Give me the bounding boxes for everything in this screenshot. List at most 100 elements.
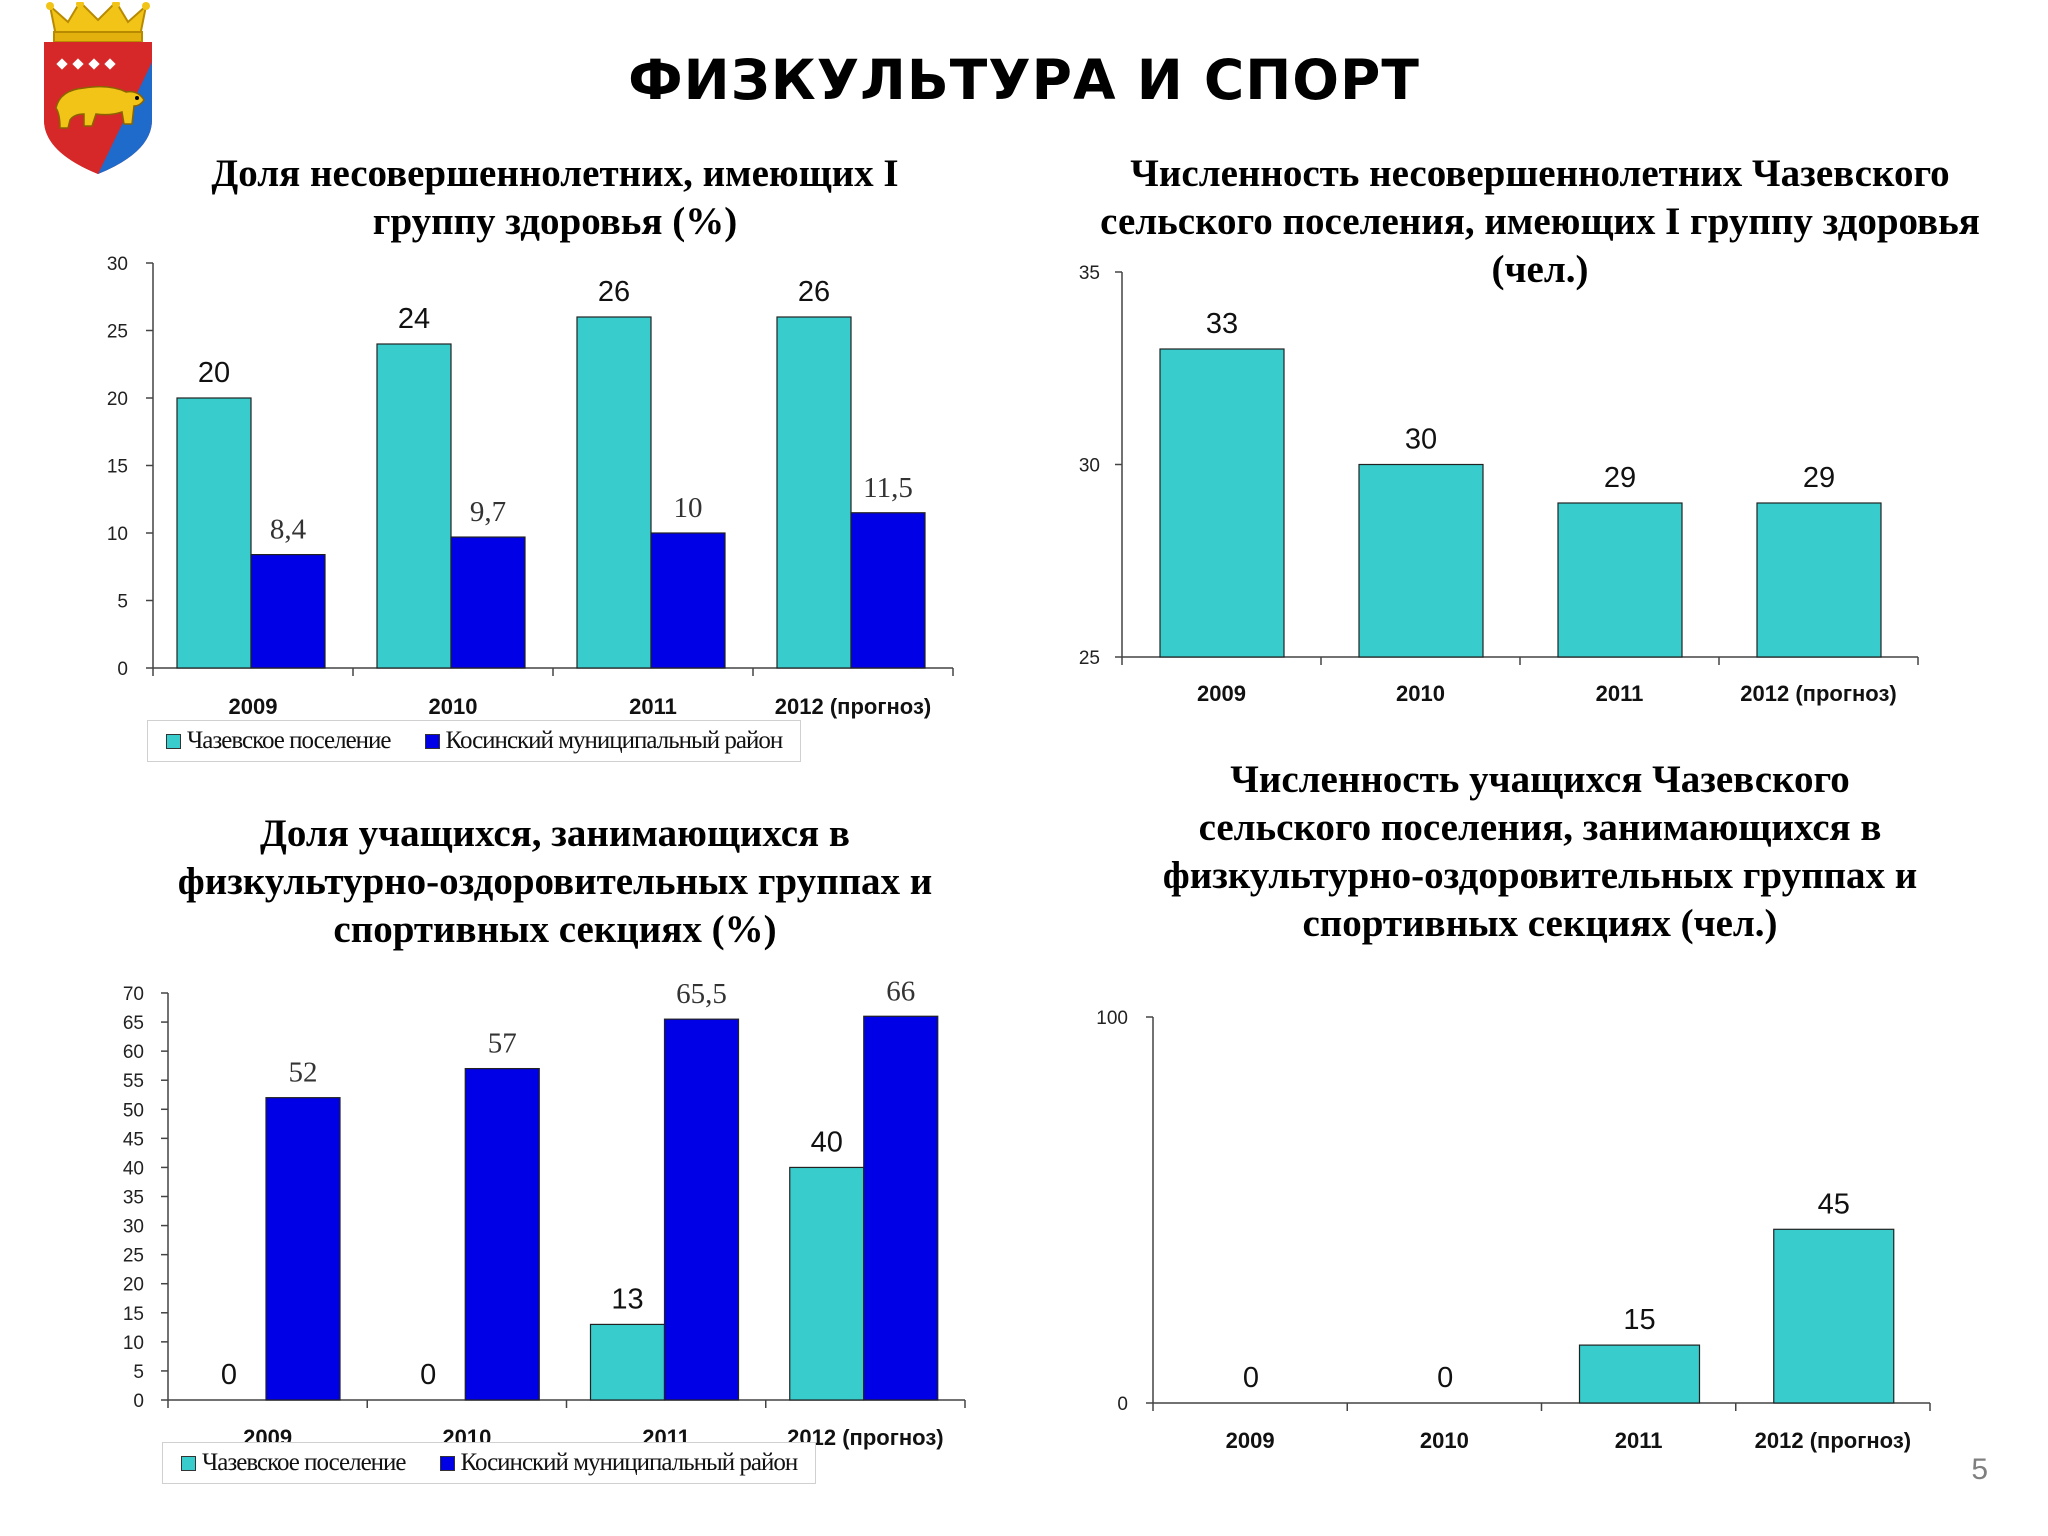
chart4-title-line: физкультурно-оздоровительных группах и: [1162, 854, 1918, 897]
chart1-y-tick-label: 5: [117, 592, 128, 613]
chart3-bar: [789, 1166, 865, 1401]
page-number: 5: [1971, 1453, 1988, 1486]
chart1-data-label: 20: [198, 357, 230, 389]
chart4-title: Численность учащихся Чазевского сельског…: [1070, 756, 2010, 948]
chart3-data-label: 13: [611, 1283, 643, 1315]
chart2-data-label: 30: [1405, 424, 1437, 456]
chart1-bar: [450, 536, 526, 669]
chart1-y-tick-label: 0: [117, 659, 128, 680]
chart4-title-line: Численность учащихся Чазевского: [1230, 758, 1850, 801]
chart4-title-line: сельского поселения, занимающихся в: [1198, 806, 1882, 849]
chart3-y-tick-label: 15: [123, 1304, 144, 1325]
chart3-data-label: 57: [488, 1028, 517, 1060]
chart3-bar: [589, 1323, 666, 1401]
chart4-x-tick-label: 2010: [1420, 1428, 1469, 1453]
chart2-title-line: Численность несовершеннолетних Чазевског…: [1130, 152, 1950, 195]
chart4-y-tick-label: 0: [1117, 1394, 1128, 1415]
chart2-x-tick-label: 2009: [1197, 681, 1246, 706]
chart1-data-label: 9,7: [470, 496, 506, 528]
chart2-x-tick-label: 2012 (прогноз): [1740, 681, 1896, 706]
chart4-x-tick-label: 2009: [1226, 1428, 1275, 1453]
chart4-data-label: 15: [1623, 1304, 1655, 1336]
chart3-data-label: 0: [420, 1359, 436, 1391]
chart2-x-tick-label: 2011: [1596, 681, 1644, 706]
chart3-y-tick-label: 45: [123, 1129, 144, 1150]
chart1-y-tick-label: 20: [107, 389, 128, 410]
chart2-x-tick-label: 2010: [1396, 681, 1445, 706]
chart2-title: Численность несовершеннолетних Чазевског…: [1070, 150, 2010, 294]
chart1-legend-item: Косинский муниципальный район: [424, 727, 784, 755]
chart1-x-tick-label: 2011: [629, 694, 677, 719]
chart4-data-label: 0: [1437, 1362, 1453, 1394]
legend-swatch-teal: [166, 733, 181, 749]
chart3-data-label: 66: [886, 975, 915, 1007]
chart3-legend-label: Чазевское поселение: [202, 1449, 407, 1476]
chart4-x-tick-label: 2012 (прогноз): [1755, 1428, 1911, 1453]
chart3-data-label: 65,5: [676, 978, 727, 1010]
chart2-y-tick-label: 25: [1079, 648, 1100, 669]
chart3-y-tick-label: 40: [123, 1158, 144, 1179]
chart1-x-tick-label: 2009: [229, 694, 278, 719]
chart3-title-line: Доля учащихся, занимающихся в: [260, 812, 850, 855]
chart2-y-tick-label: 35: [1079, 263, 1100, 284]
chart1-legend: Чазевское поселение Косинский муниципаль…: [147, 720, 802, 762]
chart3-data-label: 52: [289, 1057, 318, 1089]
chart1-data-label: 8,4: [270, 514, 307, 546]
chart4-x-tick-label: 2011: [1615, 1428, 1663, 1453]
chart2-title-line: (чел.): [1491, 248, 1589, 291]
chart3-bar: [265, 1097, 341, 1401]
chart3-title-line: физкультурно-оздоровительных группах и: [177, 860, 933, 903]
chart1-x-tick-label: 2012 (прогноз): [775, 694, 931, 719]
slide-title: ФИЗКУЛЬТУРА И СПОРТ: [628, 48, 1420, 112]
chart1-bar: [376, 343, 452, 669]
chart1-data-label: 24: [398, 303, 430, 335]
chart3-bar: [663, 1018, 740, 1401]
chart2-bar: [1756, 502, 1882, 658]
legend-swatch-blue: [424, 733, 440, 749]
chart1-data-label: 26: [598, 276, 630, 308]
chart3-y-tick-label: 55: [123, 1071, 144, 1092]
chart1-title: Доля несовершеннолетних, имеющих I групп…: [90, 150, 1020, 246]
chart3-bar: [464, 1067, 540, 1401]
chart1-bar: [576, 316, 652, 669]
legend-swatch-teal: [181, 1455, 196, 1471]
chart3-legend-item: Косинский муниципальный район: [439, 1449, 799, 1477]
chart1-data-label: 11,5: [863, 472, 913, 504]
chart3-legend-label: Косинский муниципальный район: [460, 1449, 799, 1476]
chart3-y-tick-label: 5: [133, 1362, 144, 1383]
chart4-title-line: спортивных секциях (чел.): [1302, 902, 1778, 945]
chart3-data-label: 40: [811, 1126, 843, 1158]
chart3-legend-item: Чазевское поселение: [181, 1449, 407, 1477]
chart3-y-tick-label: 10: [123, 1333, 144, 1354]
chart1-bar: [850, 512, 926, 669]
chart3-y-tick-label: 70: [123, 984, 144, 1005]
chart4-data-label: 45: [1818, 1188, 1850, 1220]
chart3-legend: Чазевское поселение Косинский муниципаль…: [162, 1442, 817, 1484]
chart1-y-tick-label: 25: [107, 322, 128, 343]
chart3-y-tick-label: 0: [133, 1391, 144, 1412]
chart2-data-label: 29: [1604, 462, 1636, 494]
chart1-legend-label: Косинский муниципальный район: [445, 727, 784, 754]
chart1-bar: [250, 553, 326, 669]
chart3-y-tick-label: 30: [123, 1217, 144, 1238]
chart1-legend-item: Чазевское поселение: [166, 727, 392, 755]
chart4-y-tick-label: 100: [1096, 1008, 1128, 1029]
chart2-title-line: сельского поселения, имеющих I группу зд…: [1100, 200, 1980, 243]
chart1-bar: [650, 532, 726, 669]
chart2-bar: [1557, 502, 1683, 658]
chart3-bar: [863, 1015, 939, 1401]
chart4-bar: [1773, 1228, 1895, 1404]
chart2-data-label: 29: [1803, 462, 1835, 494]
chart2-bar: [1358, 463, 1484, 658]
chart1-bar: [176, 397, 252, 669]
chart4-bar: [1578, 1344, 1701, 1404]
chart1-bar: [776, 316, 852, 669]
chart1-y-tick-label: 15: [107, 457, 128, 478]
chart1-y-tick-label: 30: [107, 254, 128, 275]
chart3-y-tick-label: 65: [123, 1013, 144, 1034]
chart2-y-tick-label: 30: [1079, 456, 1100, 477]
chart1-data-label: 10: [674, 492, 703, 524]
chart3-data-label: 0: [221, 1359, 237, 1391]
chart1-legend-label: Чазевское поселение: [187, 727, 392, 754]
